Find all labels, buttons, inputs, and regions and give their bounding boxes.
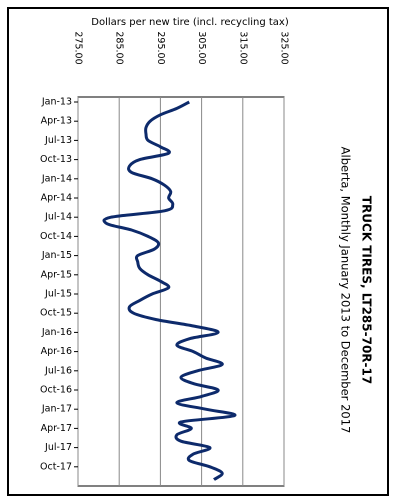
- date-tick-label: Jan-15: [41, 250, 72, 261]
- chart-subtitle: Alberta, Monthly January 2013 to Decembe…: [339, 147, 353, 434]
- date-tick-label: Apr-15: [41, 269, 72, 280]
- date-tick-label: Jul-13: [44, 135, 72, 146]
- date-tick-label: Apr-16: [41, 346, 72, 357]
- date-tick-label: Jul-15: [44, 289, 72, 300]
- date-tick-label: Apr-13: [41, 116, 72, 127]
- date-tick-label: Jan-17: [41, 404, 72, 415]
- value-tick-label: 305.00: [196, 31, 207, 64]
- value-tick-label: 295.00: [155, 31, 166, 64]
- axis-title: Dollars per new tire (incl. recycling ta…: [91, 17, 289, 28]
- value-tick-label: 285.00: [114, 31, 125, 64]
- date-tick-label: Jan-14: [41, 173, 72, 184]
- date-tick-label: Oct-13: [40, 154, 72, 165]
- date-tick-label: Apr-14: [41, 193, 72, 204]
- date-tick-label: Jul-17: [44, 442, 72, 453]
- date-tick-label: Jan-16: [41, 327, 72, 338]
- date-tick-label: Jul-14: [44, 212, 72, 223]
- date-tick-label: Jul-16: [44, 365, 72, 376]
- value-tick-label: 315.00: [237, 31, 248, 64]
- value-tick-label: 325.00: [279, 31, 290, 64]
- value-tick-label: 275.00: [73, 31, 84, 64]
- date-tick-label: Apr-17: [41, 423, 72, 434]
- plot-area: [77, 96, 285, 487]
- date-tick-label: Oct-17: [40, 461, 72, 472]
- date-tick-label: Jan-13: [41, 97, 72, 108]
- frame: [7, 7, 389, 496]
- chart-title: TRUCK TIRES, LT285-70R-17: [360, 196, 374, 384]
- date-tick-label: Oct-15: [40, 308, 72, 319]
- date-tick-label: Oct-14: [40, 231, 72, 242]
- price-line: [102, 100, 237, 481]
- date-tick-label: Oct-16: [40, 385, 72, 396]
